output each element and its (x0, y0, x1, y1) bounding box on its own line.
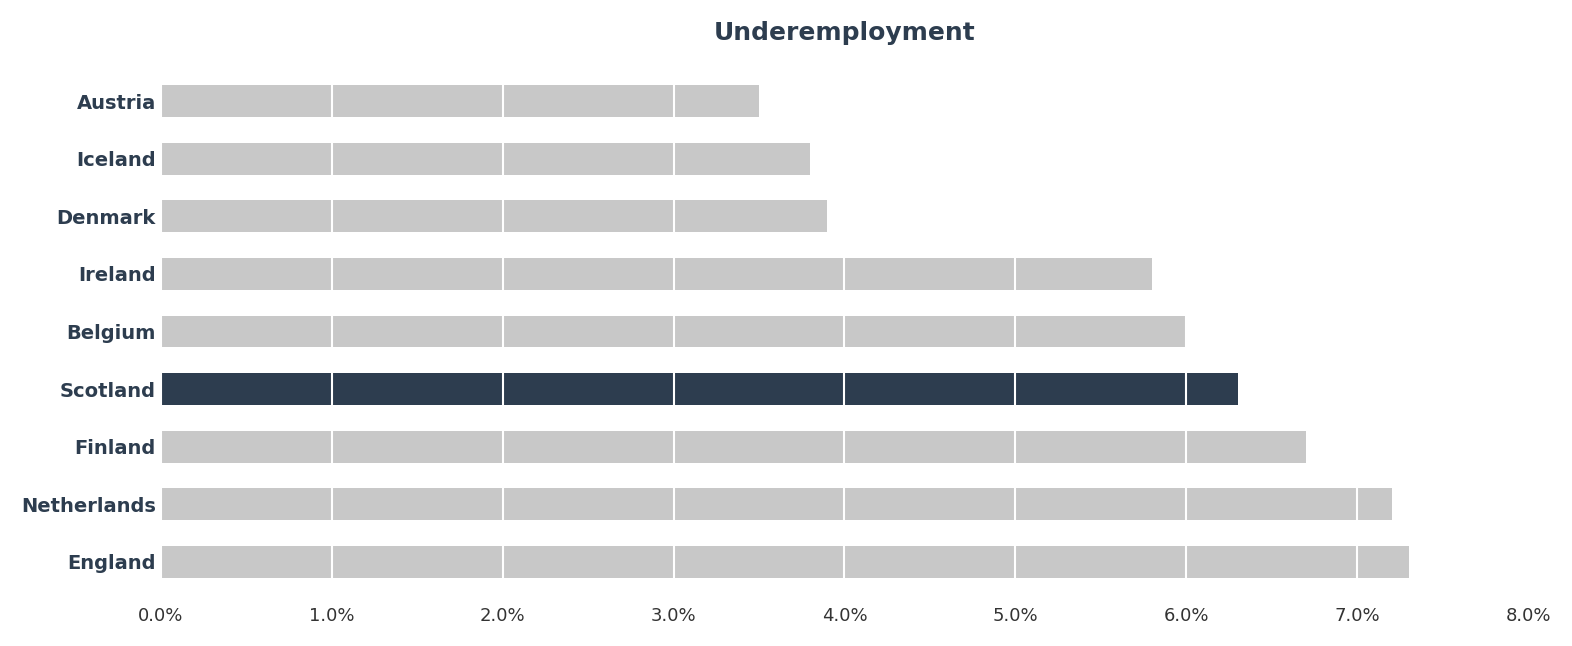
Bar (160, 431, 1306, 463)
Bar (160, 143, 810, 174)
Bar (160, 488, 1391, 520)
Title: Underemployment: Underemployment (714, 21, 975, 45)
Bar (160, 258, 1152, 290)
Bar (160, 85, 759, 117)
Bar (160, 316, 1187, 348)
Bar (160, 546, 1409, 578)
Bar (160, 373, 1237, 405)
Bar (160, 200, 827, 232)
